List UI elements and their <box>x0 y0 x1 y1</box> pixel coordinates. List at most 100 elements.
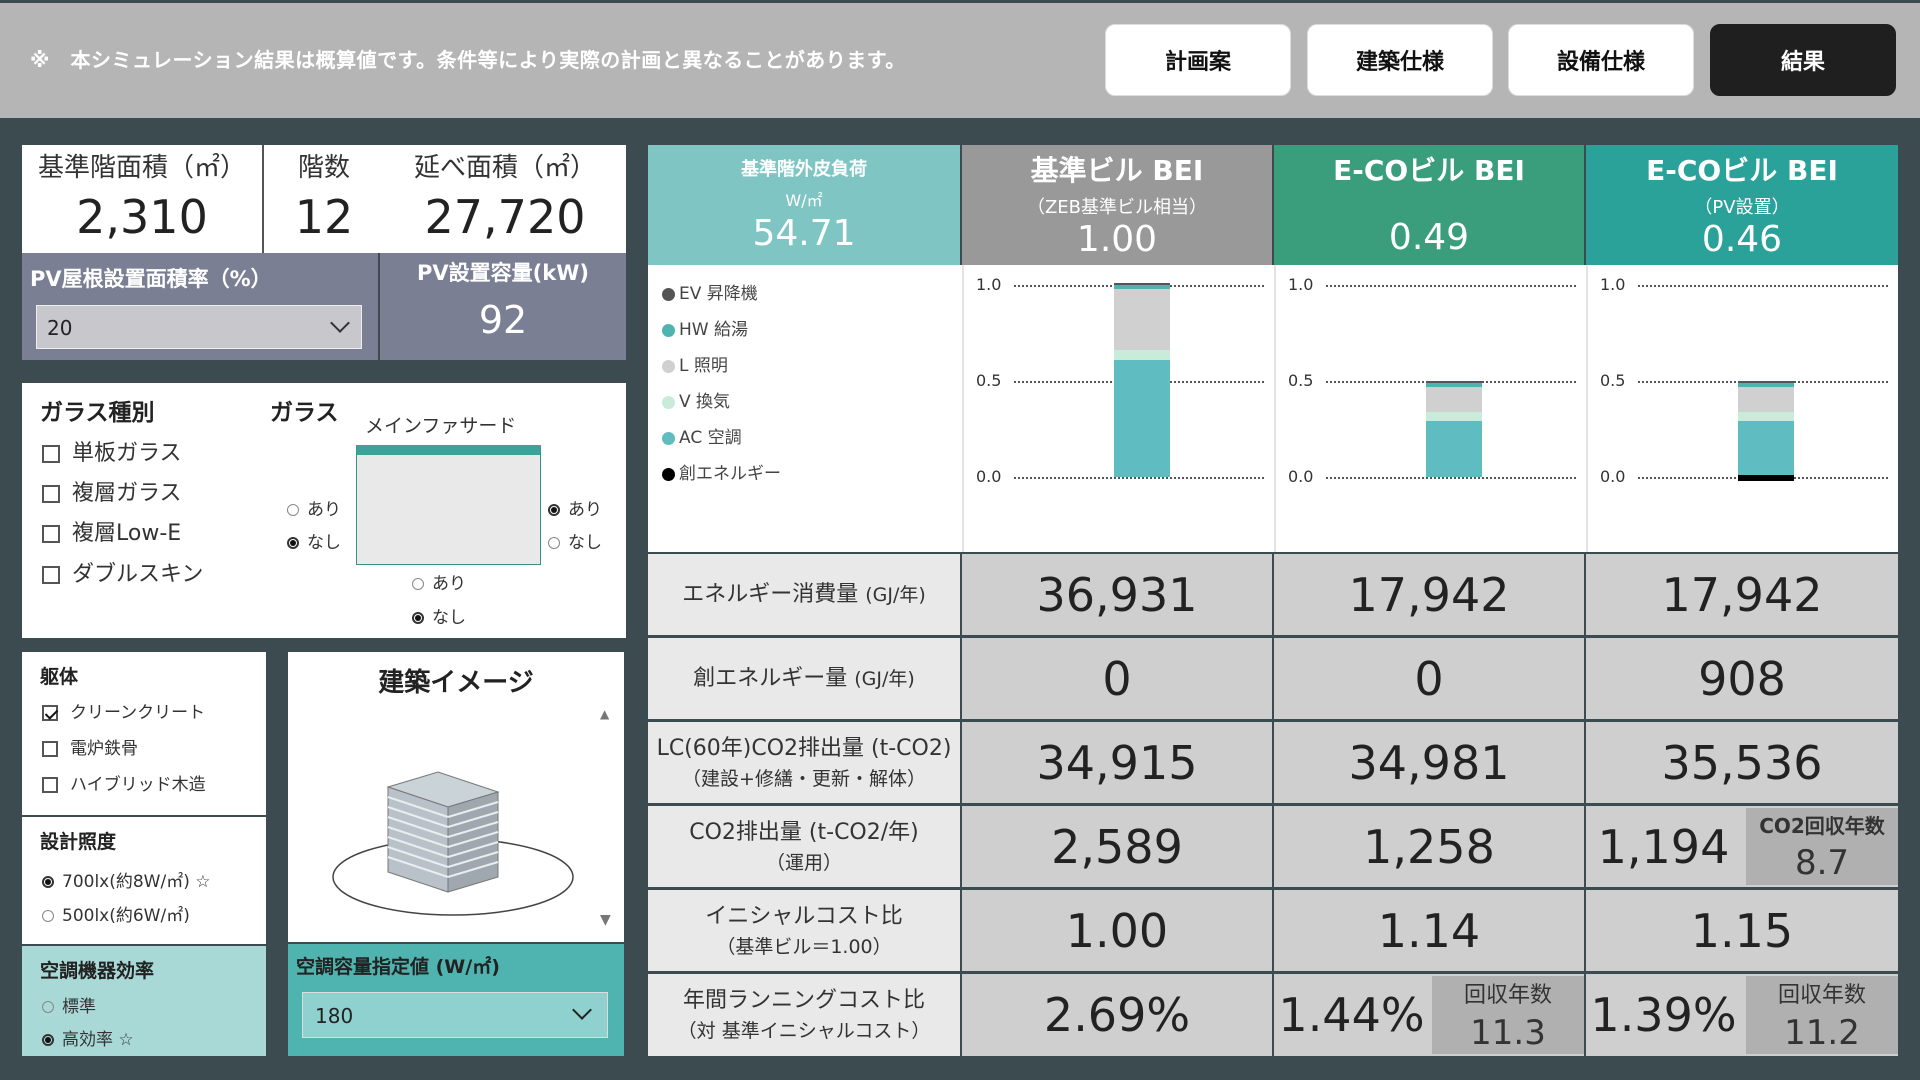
lc-co2-value-ecobill-pv: 35,536 <box>1586 722 1898 803</box>
legend-dot-icon <box>662 287 675 301</box>
gridline <box>1326 285 1576 287</box>
nav-results-button[interactable]: 結果 <box>1710 24 1896 96</box>
lc-co2-value-standard: 34,915 <box>962 722 1272 803</box>
row-label-unit: (GJ/年) <box>854 668 915 690</box>
row-label-text: LC(60年)CO2排出量 (t-CO2) <box>656 735 952 761</box>
bar-segment <box>1426 411 1482 422</box>
bei-subtitle <box>1274 193 1584 217</box>
radio-icon[interactable] <box>42 1001 54 1013</box>
envelope-load-value: 54.71 <box>752 213 856 254</box>
facade-left-yes[interactable]: あり <box>287 495 341 520</box>
scroll-up-icon[interactable]: ▲ <box>600 707 610 721</box>
radio-icon[interactable] <box>42 910 54 922</box>
y-tick-label: 0.5 <box>1600 371 1626 390</box>
lighting-option-700[interactable]: 700lx(約8W/㎡) ☆ <box>42 867 211 892</box>
legend-item-gen: 創エネルギー <box>662 459 781 484</box>
std-floor-area-label: 基準階面積（㎡） <box>37 153 246 183</box>
facade-left-no[interactable]: なし <box>287 528 341 553</box>
row-label-sub: （対 基準イニシャルコスト） <box>677 1020 931 1043</box>
checkbox-icon[interactable] <box>42 705 58 721</box>
glass-type-single[interactable]: 単板ガラス <box>42 435 182 467</box>
radio-icon[interactable] <box>548 504 560 516</box>
radio-icon[interactable] <box>287 537 299 549</box>
bei-chart-area: EV 昇降機 HW 給湯 L 照明 V 換気 AC 空調 創エネルギー 1.0 0… <box>648 265 1898 552</box>
checkbox-icon[interactable] <box>42 525 60 543</box>
nav-plan-button[interactable]: 計画案 <box>1105 24 1291 96</box>
row-label-text: CO2排出量 (t-CO2/年) <box>689 819 919 845</box>
radio-label: なし <box>432 608 466 628</box>
facade-bottom-yes[interactable]: あり <box>412 569 466 594</box>
bei-subtitle: （ZEB基準ビル相当） <box>1026 197 1208 218</box>
structure-title: 躯体 <box>40 666 79 688</box>
nav-equipment-spec-button[interactable]: 設備仕様 <box>1508 24 1694 96</box>
bar-segment <box>1738 381 1794 383</box>
total-area-label: 延べ面積（㎡） <box>413 153 596 183</box>
envelope-load-header: 基準階外皮負荷 W/㎡ 54.71 <box>648 145 960 265</box>
facade-right-yes[interactable]: あり <box>548 495 602 520</box>
radio-icon[interactable] <box>287 504 299 516</box>
row-label-unit: (GJ/年) <box>865 584 926 606</box>
checkbox-icon[interactable] <box>42 777 58 793</box>
bar-segment <box>1738 386 1794 412</box>
bei-header-standard: 基準ビル BEI （ZEB基準ビル相当） 1.00 <box>962 145 1272 265</box>
payback-box-ecobill: 回収年数 11.3 <box>1432 976 1584 1054</box>
chart-legend: EV 昇降機 HW 給湯 L 照明 V 換気 AC 空調 創エネルギー <box>648 265 960 552</box>
glass-type-double[interactable]: 複層ガラス <box>42 475 182 507</box>
glass-type-lowe[interactable]: 複層Low-E <box>42 515 181 547</box>
building-image-title: 建築イメージ <box>378 668 534 698</box>
floors-value: 12 <box>294 190 354 244</box>
radio-icon[interactable] <box>548 537 560 549</box>
checkbox-icon[interactable] <box>42 741 58 757</box>
legend-dot-icon <box>662 359 675 373</box>
legend-label: L 照明 <box>679 356 728 376</box>
chevron-down-icon <box>330 313 350 333</box>
row-label-co2: CO2排出量 (t-CO2/年) （運用） <box>648 806 960 887</box>
co2-value-ecobill-pv: 1,194 <box>1597 819 1730 874</box>
gridline <box>1014 477 1264 479</box>
facade-bottom-no[interactable]: なし <box>412 603 466 628</box>
option-label: 電炉鉄骨 <box>70 739 138 759</box>
initial-cost-value-standard: 1.00 <box>962 890 1272 971</box>
facade-right-no[interactable]: なし <box>548 528 602 553</box>
co2-payback-value: 8.7 <box>1794 843 1850 883</box>
row-label-text: 年間ランニングコスト比 <box>682 988 925 1014</box>
co2-payback-box: CO2回収年数 8.7 <box>1746 808 1898 885</box>
legend-item-ac: AC 空調 <box>662 423 742 448</box>
radio-icon[interactable] <box>412 612 424 624</box>
checkbox-icon[interactable] <box>42 485 60 503</box>
co2-value-standard: 2,589 <box>962 806 1272 887</box>
legend-item-l: L 照明 <box>662 351 728 376</box>
structure-option-hybrid-wood[interactable]: ハイブリッド木造 <box>42 770 206 795</box>
facade-diagram <box>356 445 541 565</box>
radio-icon[interactable] <box>42 1034 54 1046</box>
divider <box>262 145 264 253</box>
row-label-initial-cost: イニシャルコスト比 （基準ビル＝1.00） <box>648 890 960 971</box>
bar-segment <box>1426 421 1482 477</box>
structure-option-eaf-steel[interactable]: 電炉鉄骨 <box>42 734 138 759</box>
floors-label: 階数 <box>297 153 350 183</box>
row-label-sub: （建設+修繕・更新・解体） <box>682 767 926 790</box>
bei-value: 0.49 <box>1388 217 1470 258</box>
capacity-title: 空調容量指定値 (W/㎡) <box>296 956 500 978</box>
hvac-option-standard[interactable]: 標準 <box>42 992 96 1017</box>
glass-type-doubleskin[interactable]: ダブルスキン <box>42 556 203 588</box>
bar-segment <box>1426 381 1482 383</box>
nav-architecture-spec-button[interactable]: 建築仕様 <box>1307 24 1493 96</box>
pv-ratio-dropdown[interactable]: 20 <box>36 305 362 349</box>
running-cost-value-standard: 2.69% <box>962 974 1272 1056</box>
row-label-text: エネルギー消費量 <box>682 582 859 607</box>
checkbox-icon[interactable] <box>42 566 60 584</box>
bar-segment <box>1426 382 1482 387</box>
structure-option-cleancrete[interactable]: クリーンクリート <box>42 698 205 723</box>
radio-icon[interactable] <box>42 876 54 888</box>
structure-panel: 躯体 クリーンクリート 電炉鉄骨 ハイブリッド木造 <box>22 652 266 815</box>
hvac-option-high[interactable]: 高効率 ☆ <box>42 1025 134 1050</box>
radio-icon[interactable] <box>412 578 424 590</box>
scroll-down-icon[interactable]: ▼ <box>600 912 611 928</box>
bar-segment <box>1114 288 1170 351</box>
checkbox-icon[interactable] <box>42 445 60 463</box>
bar-segment <box>1114 285 1170 289</box>
option-label: 標準 <box>62 997 96 1017</box>
lighting-option-500[interactable]: 500lx(約6W/㎡) <box>42 901 190 926</box>
capacity-dropdown[interactable]: 180 <box>302 992 608 1038</box>
